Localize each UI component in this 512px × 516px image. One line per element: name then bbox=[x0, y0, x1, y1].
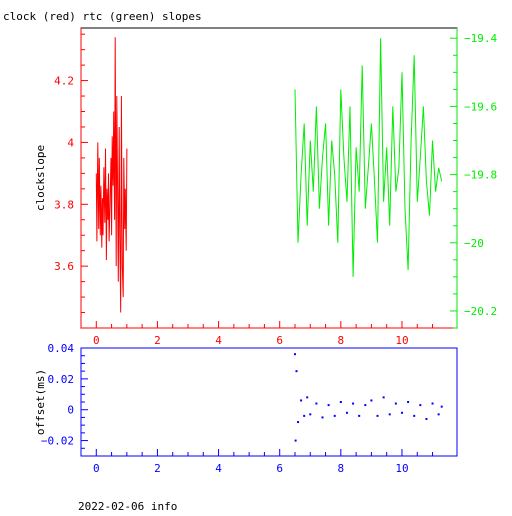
chart-title: clock (red) rtc (green) slopes bbox=[3, 10, 202, 23]
offset-point bbox=[297, 421, 300, 424]
left-y-tick-label: 4 bbox=[67, 136, 74, 149]
series-clock-line bbox=[95, 37, 128, 313]
offset-point bbox=[315, 402, 318, 405]
offset-point bbox=[437, 413, 440, 416]
offset-point bbox=[339, 401, 342, 403]
offset-point bbox=[394, 402, 397, 405]
offset-point bbox=[295, 370, 298, 373]
right-y-tick-label: −20.2 bbox=[464, 305, 497, 318]
offset-point bbox=[388, 413, 391, 416]
right-y-tick-label: −19.6 bbox=[464, 100, 497, 113]
bottom-x-tick-label: 4 bbox=[215, 462, 222, 475]
offset-point bbox=[303, 414, 306, 417]
bottom-x-tick-label: 6 bbox=[276, 462, 283, 475]
offset-point bbox=[306, 396, 309, 399]
bottom-y-tick-label: −0.02 bbox=[41, 435, 74, 448]
offset-point bbox=[413, 414, 416, 417]
offset-point bbox=[364, 404, 367, 407]
offset-point bbox=[376, 414, 379, 417]
offset-point bbox=[370, 399, 373, 402]
offset-point bbox=[419, 404, 422, 407]
top-x-tick-label: 8 bbox=[338, 334, 345, 347]
top-x-tick-label: 2 bbox=[154, 334, 161, 347]
right-y-tick-label: −20 bbox=[464, 237, 484, 250]
offset-point bbox=[352, 402, 355, 405]
bottom-x-tick-label: 10 bbox=[395, 462, 408, 475]
top-x-tick-label: 0 bbox=[93, 334, 100, 347]
offset-point bbox=[425, 417, 428, 420]
offset-point bbox=[309, 413, 312, 416]
right-y-tick-label: −19.4 bbox=[464, 32, 497, 45]
offset-point bbox=[293, 353, 296, 356]
series-rtc-line bbox=[294, 38, 443, 277]
top-x-tick-label: 4 bbox=[215, 334, 222, 347]
left-y-tick-label: 3.8 bbox=[54, 198, 74, 211]
left-y-axis-label: clockslope bbox=[34, 145, 47, 211]
top-x-tick-label: 6 bbox=[276, 334, 283, 347]
offset-point bbox=[294, 439, 297, 442]
bottom-y-tick-label: 0.04 bbox=[48, 342, 75, 355]
offset-point bbox=[300, 399, 303, 402]
footer-info: 2022-02-06 info bbox=[78, 500, 177, 512]
top-x-tick-label: 10 bbox=[395, 334, 408, 347]
top-plot-frame bbox=[80, 27, 458, 329]
offset-point bbox=[431, 402, 434, 405]
left-y-tick-label: 4.2 bbox=[54, 75, 74, 88]
bottom-x-tick-label: 8 bbox=[338, 462, 345, 475]
offset-point bbox=[407, 401, 410, 403]
offset-point bbox=[321, 416, 324, 419]
offset-point bbox=[358, 414, 361, 417]
left-y-tick-label: 3.6 bbox=[54, 260, 74, 273]
bottom-y-tick-label: 0 bbox=[67, 404, 74, 417]
offset-point bbox=[400, 411, 403, 414]
bottom-x-tick-label: 0 bbox=[93, 462, 100, 475]
offset-point bbox=[382, 396, 385, 399]
bottom-x-tick-label: 2 bbox=[154, 462, 161, 475]
bottom-y-tick-label: 0.02 bbox=[48, 373, 75, 386]
bottom-y-axis-label: offset(ms) bbox=[34, 369, 47, 435]
right-y-tick-label: −19.8 bbox=[464, 169, 497, 182]
offset-point bbox=[333, 414, 336, 417]
offset-point bbox=[327, 404, 330, 407]
bottom-plot-frame bbox=[80, 347, 458, 457]
offset-point bbox=[440, 405, 443, 408]
offset-point bbox=[345, 411, 348, 414]
